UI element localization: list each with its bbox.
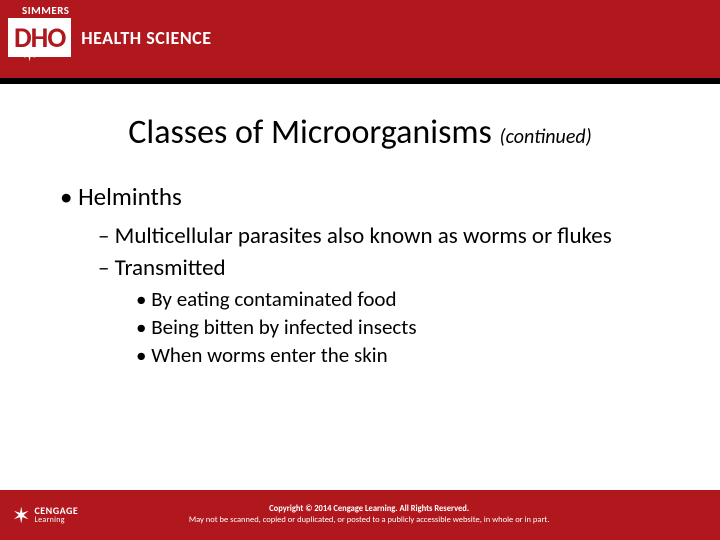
cengage-text: CENGAGE Learning: [34, 506, 78, 524]
cengage-learning: Learning: [34, 516, 78, 524]
footer-bar: ✶ CENGAGE Learning Copyright © 2014 Ceng…: [0, 490, 720, 540]
bullet-level2: Multicellular parasites also known as wo…: [98, 222, 680, 250]
health-science-label: HEALTH SCIENCE: [81, 27, 211, 49]
footer-logo: ✶ CENGAGE Learning: [12, 502, 78, 529]
slide-content: Classes of Microorganisms (continued) He…: [0, 84, 720, 368]
bullet-level3: When worms enter the skin: [136, 342, 680, 368]
header-bar: SIMMERS ✶ DHO HEALTH SCIENCE: [0, 0, 720, 78]
simmers-label: SIMMERS: [22, 4, 70, 17]
bullet-level1: Helminths: [60, 181, 680, 212]
copyright-text: Copyright © 2014 Cengage Learning. All R…: [78, 504, 720, 526]
copyright-line1: Copyright © 2014 Cengage Learning. All R…: [78, 504, 660, 515]
slide-title: Classes of Microorganisms (continued): [40, 112, 680, 153]
logo-block: ✶ DHO HEALTH SCIENCE: [8, 18, 211, 57]
bullet-level3: By eating contaminated food: [136, 286, 680, 312]
bullet-level2: Transmitted: [98, 254, 680, 282]
star-icon: ✶: [12, 502, 30, 529]
title-main: Classes of Microorganisms: [128, 112, 499, 153]
star-icon: ✶: [22, 44, 37, 66]
copyright-line2: May not be scanned, copied or duplicated…: [78, 515, 660, 526]
bullet-level3: Being bitten by infected insects: [136, 314, 680, 340]
title-continued: (continued): [500, 125, 592, 149]
dho-logo: DHO: [8, 18, 71, 57]
